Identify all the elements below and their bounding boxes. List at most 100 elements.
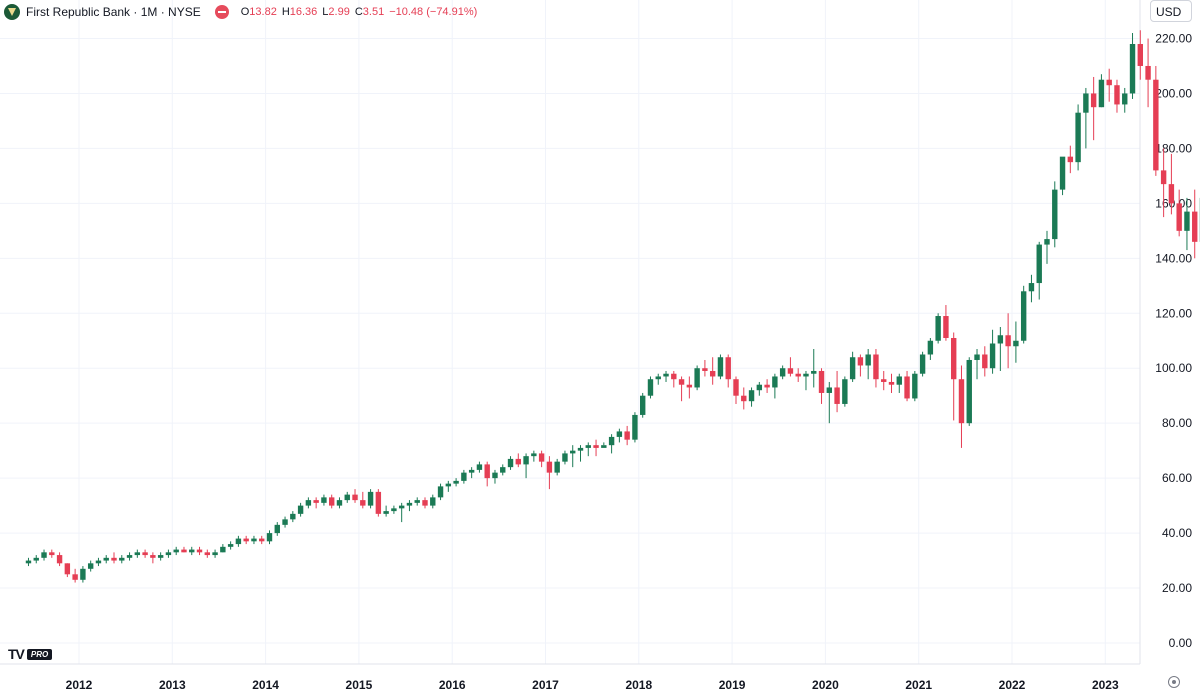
- candle-body: [803, 373, 809, 377]
- candle-body: [585, 445, 591, 448]
- candle-body: [259, 538, 265, 542]
- candle-body: [235, 538, 242, 545]
- x-tick-label: 2013: [159, 678, 186, 692]
- candle-body: [1176, 203, 1182, 231]
- symbol-title[interactable]: First Republic Bank · 1M · NYSE: [26, 5, 201, 19]
- tradingview-logo[interactable]: TV PRO: [8, 646, 53, 662]
- x-tick-label: 2015: [346, 678, 373, 692]
- y-tick-label: 120.00: [1155, 306, 1192, 320]
- candle-body: [570, 450, 576, 454]
- y-tick-label: 100.00: [1155, 361, 1192, 375]
- candle-body: [640, 395, 646, 415]
- x-tick-label: 2020: [812, 678, 839, 692]
- candle-body: [95, 560, 102, 564]
- candle-body: [297, 505, 304, 514]
- candle-body: [647, 379, 654, 396]
- candle-body: [492, 472, 498, 479]
- x-tick-label: 2019: [719, 678, 746, 692]
- candle-body: [1114, 85, 1120, 105]
- candle-body: [779, 368, 786, 377]
- y-tick-label: 200.00: [1155, 86, 1192, 100]
- candle-body: [367, 491, 374, 506]
- candle-body: [274, 524, 280, 534]
- candle-body: [189, 549, 195, 553]
- candle-body: [717, 357, 724, 377]
- x-tick-label: 2017: [532, 678, 559, 692]
- candle-body: [943, 316, 949, 339]
- candle-body: [1184, 211, 1190, 231]
- change-value: −10.48 (−74.91%): [389, 6, 478, 18]
- candle-body: [1145, 65, 1151, 80]
- x-tick-label: 2012: [66, 678, 93, 692]
- y-tick-label: 80.00: [1162, 416, 1192, 430]
- y-tick-label: 0.00: [1169, 636, 1193, 650]
- candle-body: [1075, 112, 1081, 163]
- remove-symbol-icon[interactable]: [214, 5, 229, 19]
- candle-body: [329, 497, 335, 506]
- candle-body: [912, 373, 918, 399]
- tv-mark: TV: [8, 646, 25, 662]
- candle-body: [33, 557, 39, 561]
- candle-body: [1020, 291, 1027, 341]
- candle-body: [1192, 211, 1198, 242]
- candle-body: [601, 445, 607, 448]
- candle-body: [290, 513, 296, 520]
- candle-body: [826, 387, 832, 393]
- chart-legend: First Republic Bank · 1M · NYSE O13.82 H…: [4, 2, 477, 22]
- candle-body: [842, 379, 848, 404]
- candle-body: [196, 549, 203, 553]
- x-tick-label: 2022: [999, 678, 1026, 692]
- candle-body: [103, 557, 109, 561]
- candle-body: [352, 494, 358, 501]
- candle-body: [173, 549, 179, 553]
- candle-body: [624, 431, 630, 440]
- candle-body: [461, 472, 467, 481]
- candle-body: [935, 316, 941, 341]
- candle-body: [1059, 156, 1066, 190]
- candle-body: [857, 357, 864, 366]
- currency-selector[interactable]: USD: [1150, 0, 1192, 22]
- candle-body: [989, 343, 996, 369]
- candle-body: [220, 546, 226, 553]
- candle-body: [49, 552, 55, 556]
- candle-body: [1090, 93, 1097, 108]
- candle-body: [538, 453, 545, 462]
- candle-body: [1137, 43, 1143, 66]
- candle-body: [243, 538, 249, 542]
- candle-body: [321, 497, 327, 503]
- y-tick-label: 20.00: [1162, 581, 1192, 595]
- candle-body: [725, 357, 731, 380]
- x-tick-label: 2023: [1092, 678, 1119, 692]
- candle-body: [531, 453, 537, 457]
- settings-gear-icon[interactable]: [1168, 676, 1180, 688]
- candle-body: [422, 500, 428, 506]
- y-tick-label: 140.00: [1155, 251, 1192, 265]
- y-tick-label: 40.00: [1162, 526, 1192, 540]
- candle-body: [1122, 93, 1128, 105]
- candle-body: [748, 390, 755, 402]
- candle-body: [87, 563, 94, 569]
- candle-body: [406, 502, 413, 506]
- y-tick-label: 180.00: [1155, 141, 1192, 155]
- candle-body: [383, 511, 389, 514]
- candle-body: [453, 480, 459, 484]
- candle-body: [562, 453, 568, 462]
- candle-body: [414, 500, 420, 503]
- candle-body: [678, 379, 685, 385]
- candle-body: [212, 552, 218, 556]
- candle-body: [593, 445, 599, 448]
- candle-body: [150, 555, 156, 558]
- candle-body: [919, 354, 926, 374]
- candle-body: [1098, 79, 1105, 108]
- candle-body: [468, 469, 475, 473]
- candle-body: [56, 555, 63, 564]
- candle-body: [546, 461, 553, 473]
- candle-body: [554, 461, 560, 473]
- candle-body: [507, 458, 514, 468]
- candle-body: [1153, 79, 1159, 171]
- candle-body: [702, 368, 708, 371]
- candle-body: [360, 500, 366, 506]
- candle-body: [266, 533, 273, 542]
- candle-body: [694, 368, 700, 388]
